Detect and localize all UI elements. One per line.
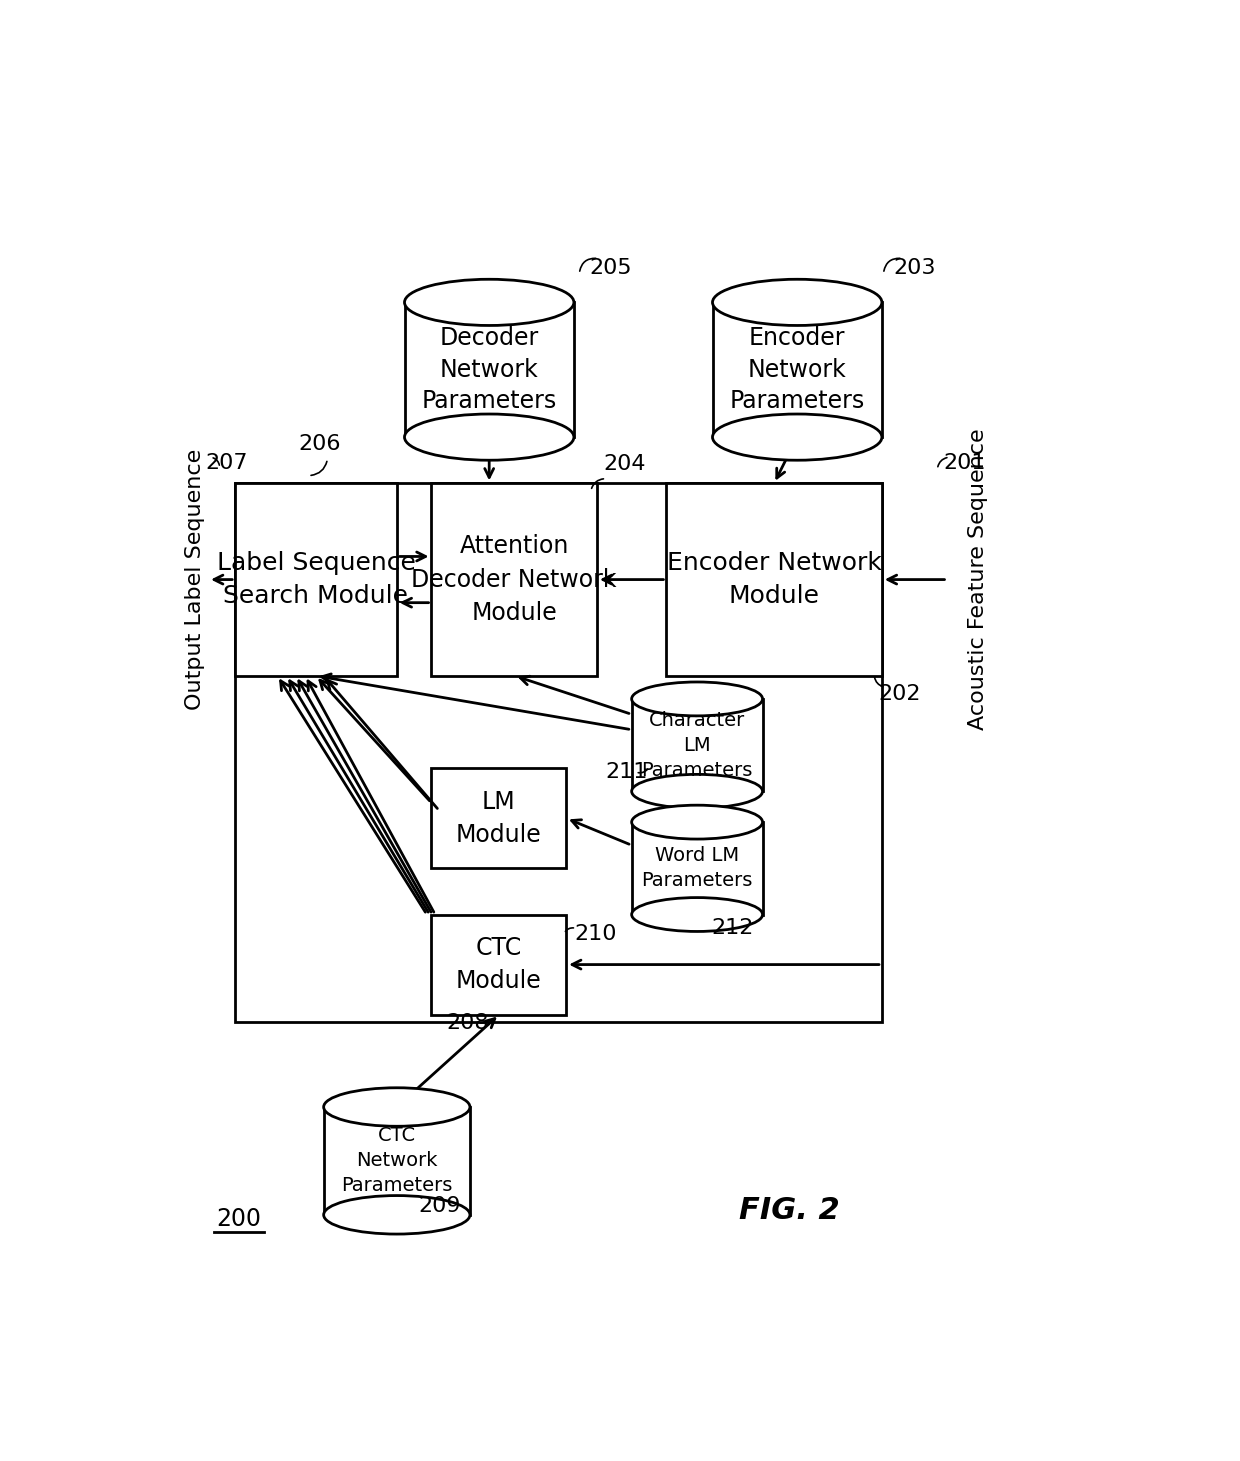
Text: 212: 212 bbox=[711, 919, 754, 938]
Ellipse shape bbox=[631, 682, 763, 716]
Bar bbox=[236, 484, 882, 1023]
Ellipse shape bbox=[631, 774, 763, 808]
Ellipse shape bbox=[404, 413, 574, 460]
Text: 200: 200 bbox=[217, 1207, 262, 1230]
Text: CTC
Module: CTC Module bbox=[456, 937, 542, 993]
Polygon shape bbox=[631, 698, 763, 792]
Text: 204: 204 bbox=[603, 454, 646, 473]
Text: Word LM
Parameters: Word LM Parameters bbox=[641, 846, 753, 890]
Polygon shape bbox=[404, 302, 574, 437]
Bar bbox=[432, 915, 567, 1014]
Ellipse shape bbox=[713, 279, 882, 326]
Text: 201: 201 bbox=[944, 453, 986, 472]
Ellipse shape bbox=[713, 413, 882, 460]
Text: FIG. 2: FIG. 2 bbox=[739, 1197, 839, 1226]
Text: 211: 211 bbox=[605, 763, 647, 782]
Bar bbox=[666, 484, 882, 676]
Polygon shape bbox=[631, 823, 763, 915]
Ellipse shape bbox=[324, 1088, 470, 1126]
Ellipse shape bbox=[324, 1195, 470, 1235]
Text: Output Label Sequence: Output Label Sequence bbox=[185, 449, 205, 710]
Text: 206: 206 bbox=[299, 434, 341, 454]
Text: Encoder Network
Module: Encoder Network Module bbox=[667, 551, 882, 608]
Polygon shape bbox=[324, 1107, 470, 1214]
Text: Character
LM
Parameters: Character LM Parameters bbox=[641, 710, 753, 780]
Text: Acoustic Feature Sequence: Acoustic Feature Sequence bbox=[968, 428, 988, 730]
Text: 207: 207 bbox=[206, 453, 248, 472]
Ellipse shape bbox=[631, 897, 763, 932]
Ellipse shape bbox=[404, 279, 574, 326]
Text: Attention
Decoder Network
Module: Attention Decoder Network Module bbox=[412, 535, 618, 625]
Text: Decoder
Network
Parameters: Decoder Network Parameters bbox=[422, 326, 557, 413]
Text: Encoder
Network
Parameters: Encoder Network Parameters bbox=[729, 326, 864, 413]
Text: 203: 203 bbox=[894, 259, 936, 279]
Text: LM
Module: LM Module bbox=[456, 789, 542, 847]
Bar bbox=[236, 484, 397, 676]
Text: 209: 209 bbox=[418, 1195, 461, 1216]
Text: 205: 205 bbox=[589, 259, 632, 279]
Text: 202: 202 bbox=[879, 684, 921, 704]
Text: Label Sequence
Search Module: Label Sequence Search Module bbox=[217, 551, 415, 608]
Text: CTC
Network
Parameters: CTC Network Parameters bbox=[341, 1126, 453, 1195]
Text: 208: 208 bbox=[446, 1012, 490, 1033]
Text: 210: 210 bbox=[574, 923, 616, 944]
Bar bbox=[432, 484, 596, 676]
Bar bbox=[432, 768, 567, 868]
Polygon shape bbox=[713, 302, 882, 437]
Ellipse shape bbox=[631, 805, 763, 839]
